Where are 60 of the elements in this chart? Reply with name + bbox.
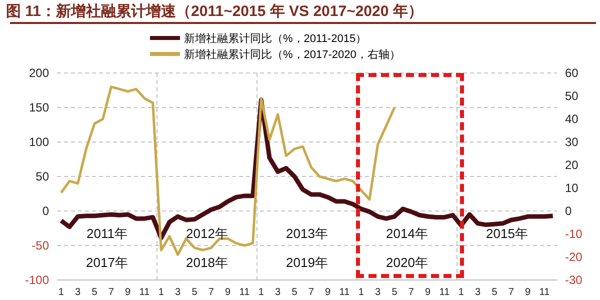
annotation: 2019年 (285, 254, 329, 272)
x-tick-label: 3 (275, 287, 282, 298)
annotation: 2015年 (485, 224, 529, 243)
annotation: 2014年 (385, 224, 429, 243)
annotation: 2020年 (385, 254, 429, 272)
x-tick-label: 9 (525, 287, 532, 298)
y2-tick-label: 20 (565, 158, 579, 172)
x-tick-label: 11 (139, 287, 150, 298)
x-tick-label: 7 (308, 287, 314, 298)
y-tick-label: 200 (28, 66, 50, 80)
y-tick-label: 100 (28, 135, 50, 149)
annotation: 2013年 (285, 224, 329, 243)
x-tick-label: 5 (92, 287, 98, 298)
x-tick-label: 9 (125, 287, 132, 298)
x-tick-label: 1 (358, 287, 364, 298)
x-tick-label: 5 (192, 287, 198, 298)
annotation: 2011年 (86, 224, 128, 243)
x-tick-label: 5 (492, 287, 498, 298)
y2-tick-label: 60 (565, 66, 579, 80)
x-tick-label: 1 (458, 287, 464, 298)
x-tick-label: 3 (375, 287, 382, 298)
x-tick-label: 1 (58, 287, 64, 298)
x-tick-label: 11 (539, 287, 550, 298)
x-tick-label: 7 (108, 287, 114, 298)
y2-tick-label: -10 (565, 227, 583, 241)
x-tick-label: 5 (292, 287, 298, 298)
line-series (58, 98, 556, 240)
x-tick-label: 11 (439, 287, 450, 298)
y2-tick-label: -30 (565, 273, 583, 287)
x-tick-label: 9 (325, 287, 332, 298)
x-tick-label: 5 (392, 287, 398, 298)
y-tick-label: 150 (28, 100, 50, 114)
y-tick-label: -50 (32, 238, 50, 252)
y2-tick-label: 30 (565, 135, 579, 149)
x-tick-label: 1 (258, 287, 264, 298)
y2-tick-label: 10 (565, 181, 579, 195)
legend-label: 新增社融累计同比（%，2017-2020，右轴） (184, 48, 400, 62)
y2-tick-label: 0 (565, 204, 572, 218)
annotation: 2017年 (85, 254, 129, 272)
y-tick-label: 50 (36, 170, 50, 184)
x-tick-label: 11 (339, 287, 350, 298)
legend-label: 新增社融累计同比（%，2011-2015） (184, 32, 367, 46)
x-tick-label: 3 (175, 287, 182, 298)
x-tick-label: 7 (508, 287, 514, 298)
chart-title: 图 11：新增社融累计增速（2011~2015 年 VS 2017~2020 年） (6, 2, 423, 21)
y-tick-label: -100 (24, 273, 50, 287)
x-tick-label: 3 (75, 287, 82, 298)
annotation: 2012年 (185, 224, 229, 243)
annotation: 2018年 (185, 254, 229, 272)
x-tick-label: 1 (158, 287, 164, 298)
y2-tick-label: -20 (565, 250, 583, 264)
x-tick-label: 7 (408, 287, 414, 298)
x-tick-label: 9 (225, 287, 232, 298)
x-tick-label: 11 (239, 287, 250, 298)
x-tick-label: 9 (425, 287, 432, 298)
y-tick-label: 0 (42, 204, 50, 218)
x-tick-label: 7 (208, 287, 214, 298)
y2-tick-label: 50 (565, 89, 579, 103)
y2-tick-label: 40 (565, 112, 579, 126)
x-tick-label: 3 (475, 287, 482, 298)
